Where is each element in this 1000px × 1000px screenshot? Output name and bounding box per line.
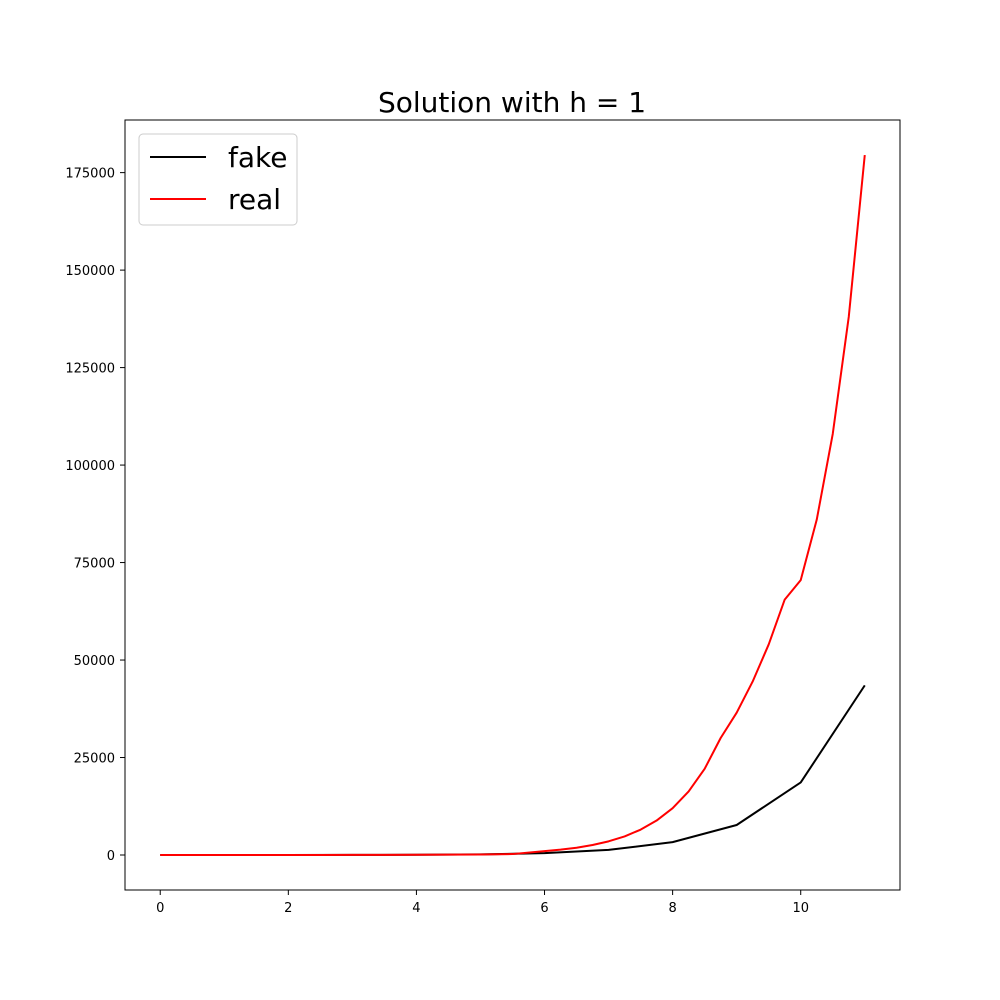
x-tick-label: 10 — [792, 901, 809, 916]
y-tick-label: 100000 — [65, 459, 115, 474]
y-tick-label: 50000 — [74, 654, 115, 669]
legend: fake real — [138, 133, 298, 226]
x-tick-label: 6 — [540, 901, 548, 916]
series-line-real — [160, 154, 866, 856]
x-tick-label: 2 — [284, 901, 292, 916]
x-tick-label: 0 — [156, 901, 164, 916]
legend-label-fake: fake — [228, 141, 287, 174]
legend-label-real: real — [228, 183, 281, 216]
y-axis-ticks: 0 25000 50000 75000 100000 125000 150000 175000 — [65, 167, 125, 864]
series-layer — [160, 154, 866, 856]
y-tick-label: 150000 — [65, 264, 115, 279]
y-tick-label: 125000 — [65, 362, 115, 377]
chart-title: Solution with h = 1 — [378, 86, 646, 119]
y-tick-label: 175000 — [65, 167, 115, 182]
x-axis-ticks: 0 2 4 6 8 10 — [156, 890, 809, 916]
y-tick-label: 0 — [107, 849, 115, 864]
x-tick-label: 8 — [668, 901, 676, 916]
y-tick-label: 75000 — [74, 557, 115, 572]
y-tick-label: 25000 — [74, 752, 115, 767]
x-tick-label: 4 — [412, 901, 420, 916]
plot-frame — [124, 119, 901, 891]
